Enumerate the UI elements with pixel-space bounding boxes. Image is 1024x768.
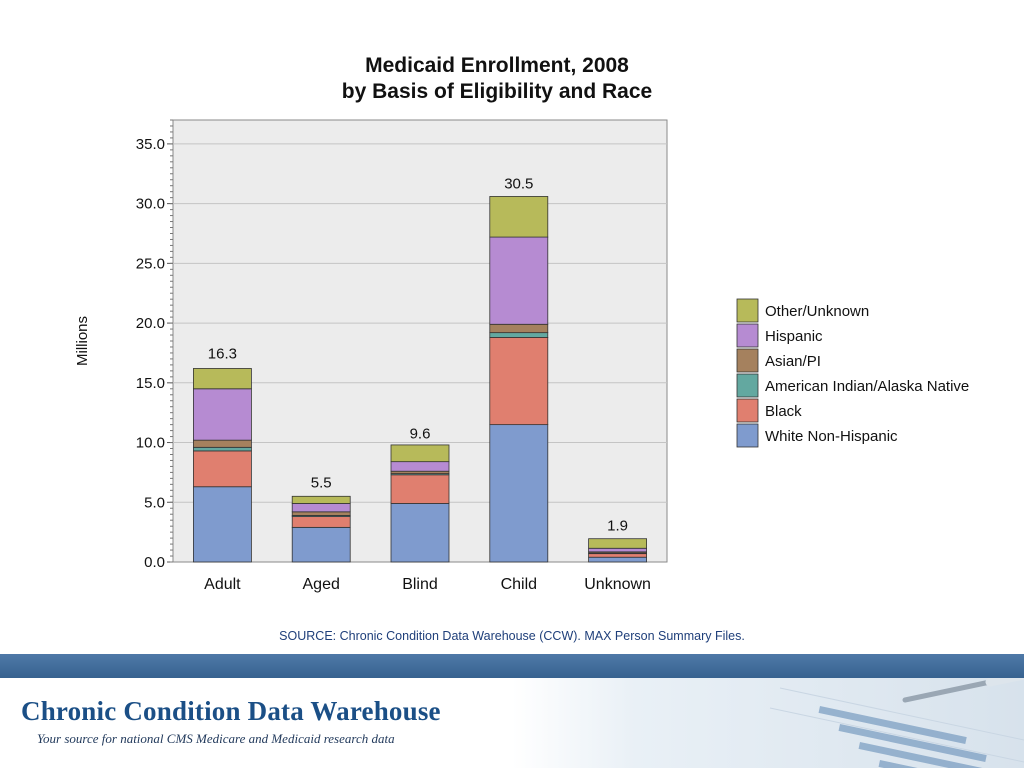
- y-axis: 0.0 5.0 10.0 15.0 20.0 25.0 30.0 35.0: [136, 119, 173, 571]
- y-tick-label: 0.0: [144, 554, 165, 571]
- footer-title: Chronic Condition Data Warehouse: [21, 696, 441, 726]
- y-tick-label: 25.0: [136, 255, 165, 272]
- bar-segment: [588, 553, 647, 558]
- legend-swatch: [736, 348, 759, 373]
- x-tick-label: Aged: [303, 576, 340, 593]
- footer-subtitle: Your source for national CMS Medicare an…: [37, 731, 395, 746]
- y-axis-label: Millions: [74, 316, 91, 366]
- x-tick-label: Adult: [204, 576, 241, 593]
- bar-segment: [489, 236, 549, 325]
- legend-label: Asian/PI: [765, 353, 821, 370]
- legend-label: White Non-Hispanic: [765, 428, 898, 445]
- x-tick-label: Blind: [402, 576, 438, 593]
- bar-segment: [489, 332, 549, 338]
- bars: [192, 196, 647, 563]
- total-data-label: 1.9: [607, 517, 628, 534]
- total-data-label: 9.6: [410, 425, 431, 442]
- bar-segment: [192, 450, 252, 488]
- legend-label: American Indian/Alaska Native: [765, 378, 969, 395]
- y-tick-label: 30.0: [136, 196, 165, 213]
- bar-segment: [291, 516, 351, 528]
- legend-swatch: [736, 373, 759, 398]
- bar-segment: [588, 538, 647, 549]
- legend-swatch: [736, 423, 759, 448]
- x-axis: Adult Aged Blind Child Unknown: [204, 576, 651, 593]
- legend-swatch: [736, 298, 759, 323]
- total-labels: 16.3 5.5 9.6 30.5 1.9: [208, 176, 628, 535]
- source-note: SOURCE: Chronic Condition Data Warehouse…: [279, 629, 745, 643]
- bar-segment: [192, 368, 252, 390]
- x-tick-label: Unknown: [584, 576, 651, 593]
- x-tick-label: Child: [501, 576, 537, 593]
- y-tick-label: 35.0: [136, 136, 165, 153]
- y-tick-label: 20.0: [136, 315, 165, 332]
- footer-band: [0, 654, 1024, 678]
- legend-label: Hispanic: [765, 328, 823, 345]
- bar-segment: [192, 446, 252, 452]
- bar-segment: [390, 503, 450, 563]
- bar-segment: [291, 503, 351, 513]
- bar-segment: [588, 556, 647, 563]
- total-data-label: 16.3: [208, 345, 237, 362]
- bar-segment: [390, 461, 450, 472]
- chart-title-line-2: by Basis of Eligibility and Race: [342, 80, 652, 103]
- bar-segment: [291, 526, 351, 563]
- bar-segment: [489, 323, 549, 334]
- legend-label: Black: [765, 403, 802, 420]
- y-tick-label: 5.0: [144, 494, 165, 511]
- total-data-label: 5.5: [311, 474, 332, 491]
- gridlines: [173, 143, 667, 503]
- legend-label: Other/Unknown: [765, 303, 869, 320]
- legend: Other/Unknown Hispanic Asian/PI American In…: [736, 298, 969, 448]
- y-tick-label: 15.0: [136, 375, 165, 392]
- chart: Medicaid Enrollment, 2008 by Basis of El…: [74, 54, 969, 593]
- bar-segment: [192, 439, 252, 448]
- bar-segment: [390, 474, 450, 504]
- chart-title-line-1: Medicaid Enrollment, 2008: [365, 54, 629, 77]
- decorative-chart-pen-image: [769, 678, 1024, 768]
- bar-segment: [489, 196, 549, 238]
- total-data-label: 30.5: [504, 176, 533, 193]
- bar-segment: [192, 486, 252, 563]
- legend-swatch: [736, 323, 759, 348]
- legend-swatch: [736, 398, 759, 423]
- bar-segment: [489, 337, 549, 426]
- bar-segment: [588, 547, 647, 553]
- footer-banner: Chronic Condition Data Warehouse Your so…: [0, 678, 1024, 768]
- bar-segment: [489, 424, 549, 563]
- y-tick-label: 10.0: [136, 435, 165, 452]
- bar-segment: [291, 495, 351, 504]
- bar-segment: [390, 444, 450, 463]
- bar-segment: [192, 388, 252, 441]
- bar-segment: [291, 511, 351, 516]
